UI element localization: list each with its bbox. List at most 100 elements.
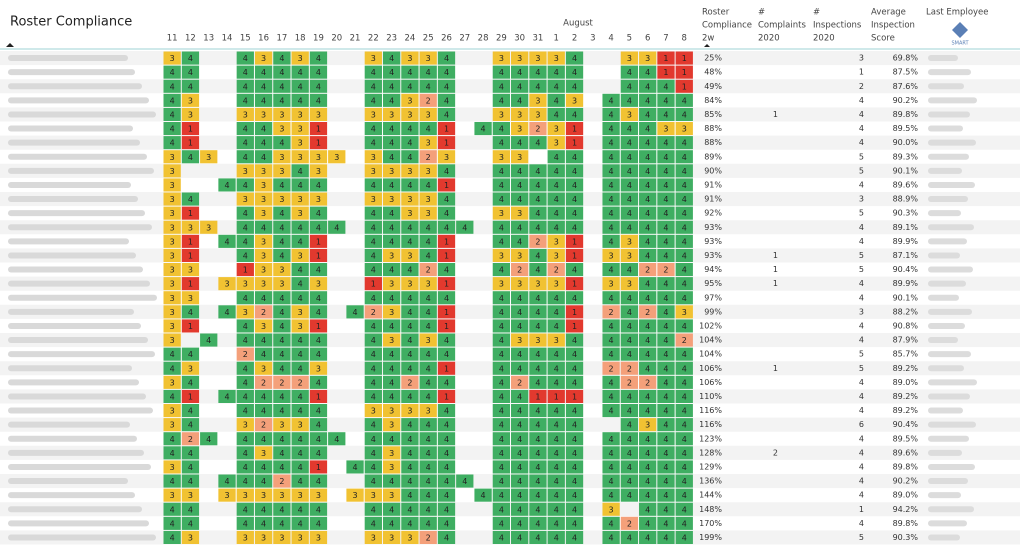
heat-cell <box>309 389 328 403</box>
heat-cell <box>254 516 273 530</box>
cell-value: 3 <box>389 449 394 458</box>
heat-cell <box>620 404 639 418</box>
cell-value: 4 <box>682 407 687 416</box>
heat-cell <box>565 277 584 291</box>
column-header: Average <box>871 8 906 18</box>
cell-value: 4 <box>389 223 394 232</box>
cell-value: 2 <box>279 477 284 486</box>
heat-cell <box>511 277 529 291</box>
cell-value: 4 <box>170 392 175 401</box>
heat-cell <box>273 305 291 319</box>
heat-cell <box>437 319 456 333</box>
cell-value: 3 <box>407 407 412 416</box>
heat-cell <box>346 460 364 474</box>
compliance-sort-icon[interactable] <box>704 44 710 47</box>
heat-cell <box>639 277 657 291</box>
sort-icon[interactable] <box>6 43 14 47</box>
cell-value: 4 <box>663 82 668 91</box>
cell-value: 2 <box>535 125 540 134</box>
cell-value: 3 <box>261 167 266 176</box>
heat-cell <box>657 164 675 178</box>
heat-cell <box>675 234 693 248</box>
cell-value: 4 <box>645 392 650 401</box>
cell-value: 4 <box>426 82 431 91</box>
heat-cell <box>602 305 620 319</box>
heat-cell <box>181 488 200 502</box>
cell-value: 4 <box>663 167 668 176</box>
heat-cell <box>565 319 584 333</box>
cell-value: 4 <box>298 336 303 345</box>
heat-cell <box>565 502 584 516</box>
cell-value: 4 <box>261 519 266 528</box>
table-row: 3 1 4 3 4 3 1 4 4 4 4 1 4 4 4 4 1 4 4 4 4 4 102% 4 90.8% <box>8 319 965 333</box>
heat-cell <box>382 530 401 544</box>
heat-cell <box>364 51 382 65</box>
cell-value: 4 <box>609 392 614 401</box>
heat-cell <box>382 389 401 403</box>
heat-cell <box>254 136 273 150</box>
heat-cell <box>236 291 254 305</box>
heat-cell <box>547 389 565 403</box>
cell-value: 4 <box>444 195 449 204</box>
cell-value: 4 <box>663 153 668 162</box>
cell-value: 3 <box>572 96 577 105</box>
cell-value: 3 <box>352 491 357 500</box>
cell-value: 4 <box>535 308 540 317</box>
cell-value: 4 <box>261 477 266 486</box>
blurred-name <box>8 153 147 160</box>
cell-value: 4 <box>407 491 412 500</box>
heat-cell <box>291 319 309 333</box>
heat-cell <box>181 319 200 333</box>
cell-value: 4 <box>188 421 193 430</box>
cell-value: 4 <box>499 491 504 500</box>
heat-cell <box>675 277 693 291</box>
heat-cell <box>529 333 547 347</box>
cell-value: 4 <box>224 181 229 190</box>
cell-value: 4 <box>535 294 540 303</box>
cell-value: 4 <box>517 350 522 359</box>
cell-value: 4 <box>627 407 632 416</box>
cell-value: 4 <box>444 378 449 387</box>
compliance-value: 89% <box>704 152 722 161</box>
heat-cell <box>437 150 456 164</box>
cell-value: 4 <box>682 505 687 514</box>
cell-value: 4 <box>188 463 193 472</box>
heat-cell <box>254 460 273 474</box>
cell-value: 3 <box>170 407 175 416</box>
cell-value: 4 <box>572 378 577 387</box>
cell-value: 4 <box>444 294 449 303</box>
cell-value: 2 <box>627 378 632 387</box>
cell-value: 3 <box>535 110 540 119</box>
cell-value: 4 <box>279 294 284 303</box>
cell-value: 4 <box>682 223 687 232</box>
cell-value: 4 <box>389 54 394 63</box>
heat-cell <box>620 361 639 375</box>
heat-cell <box>492 122 511 136</box>
cell-value: 3 <box>517 54 522 63</box>
cell-value: 4 <box>298 519 303 528</box>
heat-cell <box>382 432 401 446</box>
cell-value: 4 <box>316 223 321 232</box>
cell-value: 2 <box>682 336 687 345</box>
cell-value: 4 <box>407 139 412 148</box>
day-header: 27 <box>459 34 470 44</box>
heat-cell <box>236 446 254 460</box>
heat-cell <box>639 488 657 502</box>
cell-value: 4 <box>609 223 614 232</box>
cell-value: 4 <box>663 364 668 373</box>
heat-cell <box>657 333 675 347</box>
cell-value: 4 <box>572 449 577 458</box>
blurred-name <box>8 196 138 203</box>
heat-cell <box>163 107 181 121</box>
cell-value: 2 <box>407 378 412 387</box>
heat-cell <box>291 234 309 248</box>
cell-value: 4 <box>407 519 412 528</box>
table-row: 3 4 3 2 3 3 4 4 3 4 4 4 4 4 4 4 4 4 3 4 4 116% 6 90.4% <box>0 417 1020 432</box>
heat-cell <box>511 65 529 79</box>
cell-value: 1 <box>444 125 449 134</box>
blurred-employee <box>928 407 963 414</box>
cell-value: 3 <box>426 280 431 289</box>
cell-value: 3 <box>426 110 431 119</box>
heat-cell <box>236 178 254 192</box>
heat-cell <box>511 418 529 432</box>
